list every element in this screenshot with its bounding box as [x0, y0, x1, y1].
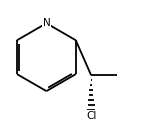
Text: Cl: Cl [86, 111, 96, 121]
Text: N: N [42, 18, 50, 28]
